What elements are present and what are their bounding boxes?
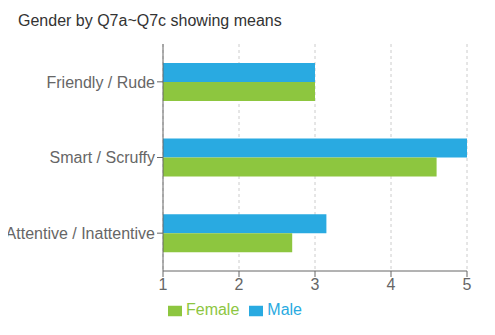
svg-text:Attentive / Inattentive: Attentive / Inattentive — [8, 225, 155, 242]
svg-text:3: 3 — [311, 276, 320, 293]
svg-text:4: 4 — [387, 276, 396, 293]
svg-text:1: 1 — [159, 276, 168, 293]
svg-text:5: 5 — [463, 276, 472, 293]
svg-text:Friendly / Rude: Friendly / Rude — [47, 74, 156, 91]
svg-text:Smart / Scruffy: Smart / Scruffy — [49, 149, 155, 166]
svg-text:2: 2 — [235, 276, 244, 293]
html-text:Female: Female — [186, 301, 240, 318]
html-text:Male: Male — [267, 301, 302, 318]
html-text:Gender by Q7a~Q7c showing mean: Gender by Q7a~Q7c showing means — [18, 12, 282, 29]
